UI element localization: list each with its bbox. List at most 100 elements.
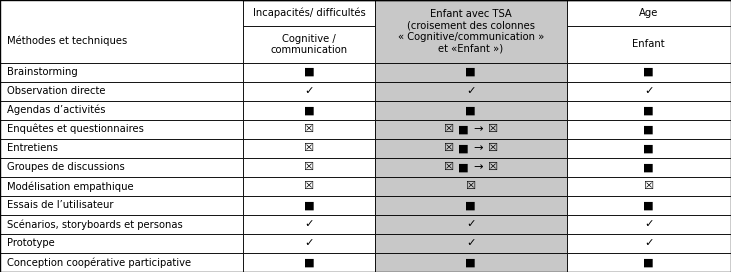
Bar (375, 101, 567, 120)
Bar (0, 158, 243, 177)
Bar (567, 26, 731, 63)
Text: Entretiens: Entretiens (7, 143, 58, 153)
Bar (375, 139, 567, 158)
Text: →: → (474, 143, 482, 153)
Text: ✓: ✓ (305, 239, 314, 248)
Bar (567, 253, 731, 272)
Bar (567, 196, 731, 215)
Bar (243, 63, 375, 82)
Bar (0, 234, 243, 253)
Bar (243, 234, 375, 253)
Text: Conception coopérative participative: Conception coopérative participative (7, 257, 192, 268)
Bar (567, 63, 731, 82)
Bar (567, 82, 731, 101)
Text: ☒: ☒ (304, 124, 314, 134)
Bar (375, 158, 567, 177)
Text: ☒: ☒ (466, 181, 476, 191)
Text: ☒: ☒ (488, 162, 498, 172)
Text: Scénarios, storyboards et personas: Scénarios, storyboards et personas (7, 219, 183, 230)
Text: Brainstorming: Brainstorming (7, 67, 78, 77)
Bar (567, 234, 731, 253)
Text: ☒: ☒ (304, 181, 314, 191)
Text: ■: ■ (466, 200, 476, 210)
Text: Observation directe: Observation directe (7, 86, 106, 96)
Text: ■: ■ (643, 105, 654, 115)
Text: Méthodes et techniques: Méthodes et techniques (7, 35, 128, 46)
Bar (567, 0, 731, 26)
Text: Essais de l’utilisateur: Essais de l’utilisateur (7, 200, 114, 210)
Text: ✓: ✓ (305, 86, 314, 96)
Text: Incapacités/ difficultés: Incapacités/ difficultés (253, 8, 366, 18)
Bar (243, 139, 375, 158)
Text: ■: ■ (643, 124, 654, 134)
Bar (375, 177, 567, 196)
Bar (375, 196, 567, 215)
Text: ■: ■ (304, 200, 314, 210)
Bar (567, 177, 731, 196)
Text: ☒: ☒ (444, 162, 454, 172)
Text: ■: ■ (643, 162, 654, 172)
Bar (0, 101, 243, 120)
Text: ■: ■ (458, 162, 469, 172)
Text: Enfant avec TSA
(croisement des colonnes
« Cognitive/communication »
et «Enfant : Enfant avec TSA (croisement des colonnes… (398, 9, 544, 54)
Bar (243, 26, 375, 63)
Bar (567, 139, 731, 158)
Bar (0, 120, 243, 139)
Text: ■: ■ (304, 105, 314, 115)
Text: ✓: ✓ (644, 86, 654, 96)
Bar (567, 215, 731, 234)
Bar (0, 177, 243, 196)
Bar (567, 158, 731, 177)
Text: ■: ■ (466, 105, 476, 115)
Bar (375, 82, 567, 101)
Bar (243, 82, 375, 101)
Bar (567, 101, 731, 120)
Text: Enfant: Enfant (632, 39, 665, 50)
Text: Enquêtes et questionnaires: Enquêtes et questionnaires (7, 124, 144, 134)
Bar (0, 215, 243, 234)
Bar (243, 253, 375, 272)
Text: ■: ■ (643, 258, 654, 267)
Bar (243, 215, 375, 234)
Text: ■: ■ (458, 124, 469, 134)
Text: ■: ■ (458, 143, 469, 153)
Bar (0, 82, 243, 101)
Text: Prototype: Prototype (7, 239, 55, 248)
Bar (375, 215, 567, 234)
Text: ■: ■ (466, 67, 476, 77)
Text: ☒: ☒ (444, 143, 454, 153)
Text: ✓: ✓ (644, 239, 654, 248)
Text: Agendas d’activités: Agendas d’activités (7, 105, 106, 115)
Text: ■: ■ (643, 200, 654, 210)
Bar (243, 177, 375, 196)
Text: ☒: ☒ (444, 124, 454, 134)
Bar (375, 0, 567, 63)
Text: ✓: ✓ (644, 220, 654, 229)
Bar (243, 158, 375, 177)
Bar (375, 120, 567, 139)
Text: ✓: ✓ (466, 86, 475, 96)
Bar (0, 196, 243, 215)
Text: ☒: ☒ (304, 143, 314, 153)
Bar (375, 234, 567, 253)
Text: ✓: ✓ (305, 220, 314, 229)
Bar (243, 101, 375, 120)
Bar (0, 0, 243, 63)
Text: Groupes de discussions: Groupes de discussions (7, 162, 125, 172)
Bar (0, 253, 243, 272)
Text: ✓: ✓ (466, 220, 475, 229)
Text: ■: ■ (466, 258, 476, 267)
Text: ☒: ☒ (643, 181, 654, 191)
Text: ■: ■ (304, 258, 314, 267)
Bar (0, 139, 243, 158)
Bar (243, 120, 375, 139)
Text: ✓: ✓ (466, 239, 475, 248)
Bar (0, 63, 243, 82)
Text: ■: ■ (304, 67, 314, 77)
Text: →: → (474, 162, 482, 172)
Bar (567, 120, 731, 139)
Text: ☒: ☒ (488, 143, 498, 153)
Text: ☒: ☒ (488, 124, 498, 134)
Text: Modélisation empathique: Modélisation empathique (7, 181, 134, 191)
Bar (243, 0, 375, 26)
